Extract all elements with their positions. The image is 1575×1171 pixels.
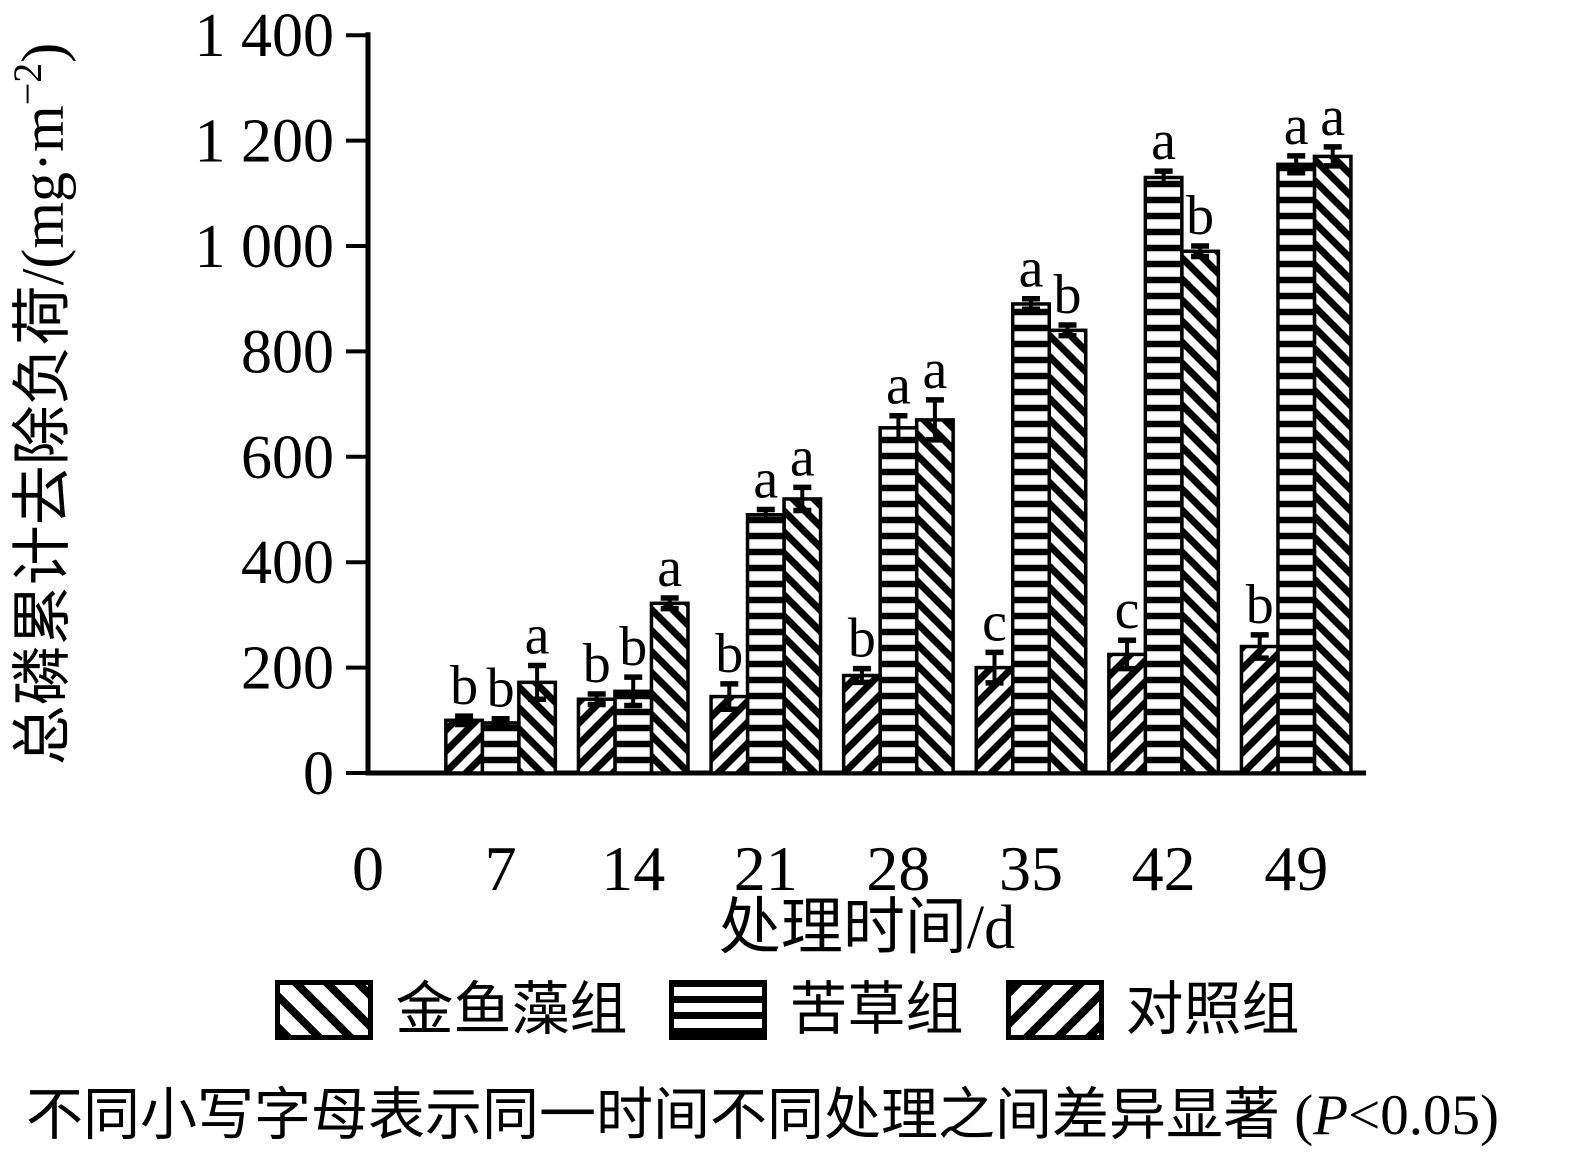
sig-letter: b bbox=[848, 608, 876, 670]
legend: 金鱼藻组 苦草组 对照组 bbox=[0, 958, 1575, 1062]
y-tick-label: 200 bbox=[241, 635, 334, 703]
bar-s0-day49 bbox=[1312, 154, 1353, 775]
bars bbox=[444, 154, 1353, 775]
x-tick-label: 42 bbox=[1132, 833, 1196, 904]
sig-letter: a bbox=[1019, 238, 1044, 300]
sig-letter: c bbox=[1115, 579, 1140, 641]
y-tick-label: 600 bbox=[241, 424, 334, 492]
sig-letter: c bbox=[982, 591, 1007, 653]
sig-letter: b bbox=[1054, 264, 1082, 326]
bar-s2-day28 bbox=[841, 673, 882, 775]
bar-s1-day42 bbox=[1143, 175, 1184, 775]
bar-s0-day42 bbox=[1180, 249, 1221, 775]
y-tick-label: 0 bbox=[303, 740, 334, 808]
legend-item: 金鱼藻组 bbox=[275, 980, 627, 1040]
x-tick-label: 49 bbox=[1264, 833, 1328, 904]
legend-swatch-diagonal-down-icon bbox=[275, 980, 374, 1040]
sig-letter: a bbox=[525, 604, 550, 666]
sig-letter: b bbox=[487, 658, 515, 720]
legend-item: 苦草组 bbox=[669, 977, 964, 1042]
sig-letter: a bbox=[1284, 95, 1309, 157]
bar-s2-day21 bbox=[709, 694, 750, 775]
y-tick-label: 1 200 bbox=[195, 108, 335, 176]
legend-item: 对照组 bbox=[1005, 977, 1300, 1042]
sig-letter: b bbox=[619, 616, 647, 678]
legend-label: 金鱼藻组 bbox=[395, 977, 628, 1042]
error-bars bbox=[455, 144, 1342, 730]
sig-letter: b bbox=[1246, 574, 1274, 636]
bar-s1-day7 bbox=[480, 721, 521, 775]
x-tick-label: 35 bbox=[999, 833, 1063, 904]
y-tick-label: 1 400 bbox=[195, 2, 335, 70]
caption-text: 不同小写字母表示同一时间不同处理之间差异显著 ( bbox=[26, 1084, 1314, 1147]
bar-s0-day35 bbox=[1047, 328, 1088, 775]
figure-caption: 不同小写字母表示同一时间不同处理之间差异显著 (P<0.05) bbox=[26, 1078, 1566, 1155]
sig-letter: b bbox=[1186, 185, 1214, 247]
bar-s2-day42 bbox=[1107, 652, 1148, 775]
bar-s2-day14 bbox=[576, 697, 617, 775]
bar-s0-day28 bbox=[914, 418, 955, 775]
sig-letter: a bbox=[1320, 86, 1345, 148]
y-tick-label: 1 000 bbox=[195, 213, 335, 281]
sig-letter: a bbox=[657, 537, 682, 599]
y-tick-label: 400 bbox=[241, 529, 334, 597]
bar-s0-day14 bbox=[649, 601, 690, 775]
y-tick-label: 800 bbox=[241, 318, 334, 386]
bar-s1-day49 bbox=[1276, 162, 1317, 775]
x-tick-label: 0 bbox=[352, 833, 384, 904]
bar-s1-day35 bbox=[1011, 302, 1051, 775]
x-tick-label: 21 bbox=[734, 833, 798, 904]
x-axis-title: 处理时间/d bbox=[719, 894, 1015, 958]
sig-letter: a bbox=[922, 339, 947, 401]
x-tick-label: 28 bbox=[866, 833, 930, 904]
sig-letter: b bbox=[715, 623, 743, 685]
sig-letter: b bbox=[583, 633, 611, 695]
axis-labels: 0 200 400 600 800 1 000 1 200 1 400 0 7 14 21 28 35 42… bbox=[5, 2, 1328, 958]
legend-swatch-horizontal-icon bbox=[669, 980, 768, 1040]
caption-p-italic: P bbox=[1313, 1084, 1349, 1147]
x-tick-label: 7 bbox=[485, 833, 517, 904]
bar-s1-day21 bbox=[745, 513, 786, 775]
sig-letter: a bbox=[753, 449, 778, 511]
caption-pvalue: <0.05) bbox=[1348, 1084, 1499, 1147]
legend-label: 对照组 bbox=[1125, 977, 1300, 1042]
sig-letter: a bbox=[886, 355, 911, 417]
sig-letter: b bbox=[450, 655, 478, 717]
y-axis-title: 总磷累计去除负荷/(mg·m−2) bbox=[5, 43, 76, 766]
bar-s1-day28 bbox=[878, 426, 919, 775]
bar-s2-day49 bbox=[1239, 644, 1280, 775]
bar-s2-day7 bbox=[444, 718, 485, 775]
bar-s0-day21 bbox=[782, 497, 823, 775]
sig-letter: a bbox=[1151, 110, 1176, 172]
sig-letter: a bbox=[790, 426, 815, 488]
legend-swatch-diagonal-up-icon bbox=[1005, 980, 1104, 1040]
x-tick-label: 14 bbox=[601, 833, 665, 904]
legend-label: 苦草组 bbox=[789, 977, 964, 1042]
